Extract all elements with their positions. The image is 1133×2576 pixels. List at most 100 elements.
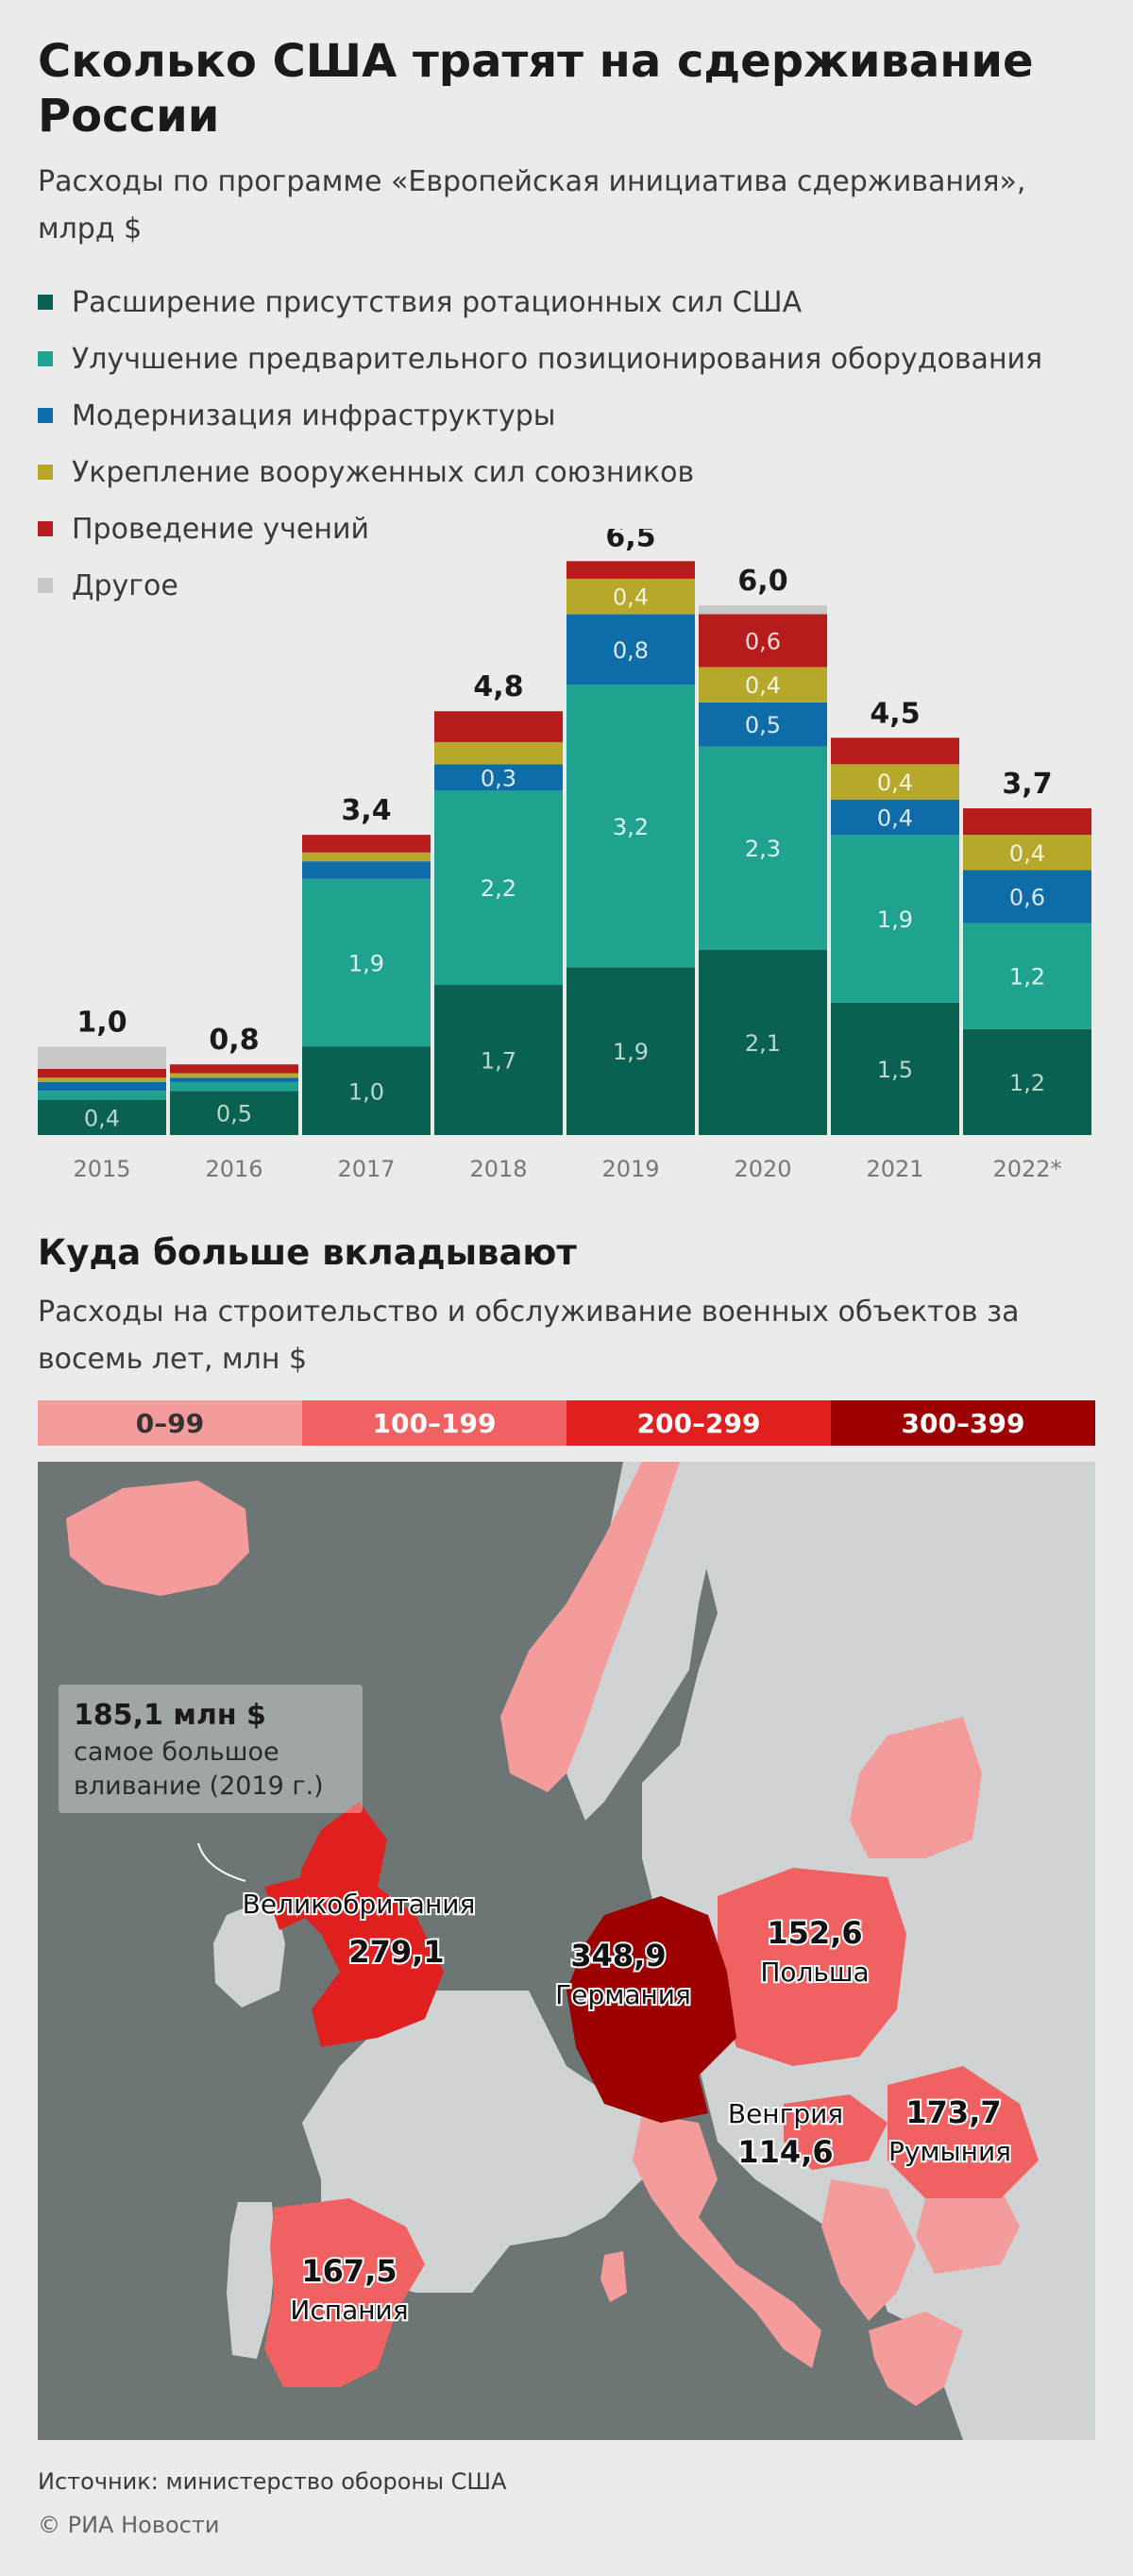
country-name-poland: Польша	[760, 1957, 869, 1988]
legend-item-other: Другое	[38, 557, 1095, 614]
legend-label: Укрепление вооруженных сил союзников	[72, 455, 695, 489]
country-bulgaria	[916, 2189, 1020, 2274]
bar-segment	[963, 923, 1091, 1029]
segment-value-label: 0,8	[613, 637, 649, 664]
bar-segment	[434, 764, 563, 791]
bar-segment	[963, 1028, 1091, 1135]
segment-value-label: 1,9	[877, 907, 913, 933]
bar-segment	[831, 764, 959, 800]
bar-segment	[170, 1073, 298, 1078]
bar-segment	[170, 1077, 298, 1082]
legend-label: Другое	[72, 568, 178, 602]
country-uk	[293, 1802, 444, 2047]
country-value-germany: 348,9	[570, 1938, 666, 1974]
bar-segment	[699, 702, 827, 747]
bar-total-label: 1,0	[76, 1007, 127, 1040]
legend-item-prepositioning: Улучшение предварительного позиционирова…	[38, 330, 1095, 387]
segment-value-label: 0,4	[84, 1105, 120, 1131]
country-balkans	[821, 2179, 916, 2321]
section-title: Куда больше вкладывают	[38, 1232, 577, 1273]
segment-value-label: 3,2	[613, 814, 649, 840]
segment-value-label: 1,7	[481, 1048, 516, 1075]
country-name-germany: Германия	[555, 1979, 691, 2010]
bar-segment	[699, 605, 827, 615]
segment-value-label: 2,1	[745, 1030, 781, 1057]
bar-total-label: 3,4	[341, 794, 391, 827]
color-scale: 0–99 100–199 200–299 300–399	[38, 1400, 1095, 1446]
segment-value-label: 0,4	[1009, 840, 1045, 867]
segment-value-label: 0,4	[877, 805, 913, 831]
country-germany	[566, 1896, 736, 2123]
bar-total-label: 6,0	[737, 565, 787, 598]
country-italy	[633, 2113, 821, 2368]
legend-item-infrastructure: Модернизация инфраструктуры	[38, 387, 1095, 444]
scale-bin-2: 100–199	[302, 1400, 566, 1446]
segment-value-label: 1,2	[1009, 1070, 1045, 1096]
country-value-romania: 173,7	[905, 2094, 1001, 2130]
country-spain	[264, 2198, 425, 2387]
bar-segment	[302, 1046, 431, 1135]
bar-total-label: 0,8	[209, 1024, 259, 1057]
source-note: Источник: министерство обороны США	[38, 2468, 507, 2495]
segment-value-label: 0,5	[216, 1101, 252, 1127]
legend-label: Улучшение предварительного позиционирова…	[72, 342, 1043, 376]
segment-value-label: 0,4	[745, 672, 781, 699]
bar-segment	[699, 614, 827, 668]
bar-segment	[302, 835, 431, 853]
bar-segment	[566, 561, 695, 579]
country-value-hungary: 114,6	[737, 2134, 833, 2170]
segment-value-label: 0,4	[613, 585, 649, 611]
bar-segment	[699, 746, 827, 950]
country-value-poland: 152,6	[767, 1915, 862, 1951]
x-tick-label: 2017	[337, 1156, 395, 1182]
country-name-romania: Румыния	[888, 2136, 1011, 2167]
callout-pointer	[197, 1842, 246, 1882]
bar-segment	[170, 1064, 298, 1074]
legend-swatch	[38, 351, 53, 366]
country-greece	[869, 2312, 963, 2406]
legend-item-rotation: Расширение присутствия ротационных сил С…	[38, 274, 1095, 330]
legend-item-allies: Укрепление вооруженных сил союзников	[38, 444, 1095, 500]
bar-segment	[38, 1091, 166, 1100]
bar-segment	[831, 799, 959, 836]
segment-value-label: 1,0	[348, 1078, 384, 1105]
bar-segment	[963, 870, 1091, 924]
land-western-europe	[302, 1991, 661, 2293]
segment-value-label: 0,3	[481, 765, 516, 791]
segment-value-label: 0,5	[745, 712, 781, 738]
callout-text-line-2: вливание (2019 г.)	[74, 1771, 324, 1801]
segment-value-label: 0,6	[1009, 885, 1045, 911]
country-sardinia	[600, 2251, 627, 2302]
segment-value-label: 1,2	[1009, 964, 1045, 991]
bar-segment	[38, 1077, 166, 1082]
bar-segment	[434, 741, 563, 765]
legend-swatch	[38, 465, 53, 480]
callout-box	[59, 1685, 363, 1813]
country-value-spain: 167,5	[301, 2253, 397, 2289]
legend-swatch	[38, 295, 53, 310]
legend-label: Расширение присутствия ротационных сил С…	[72, 285, 803, 319]
bar-segment	[434, 790, 563, 986]
legend-swatch	[38, 578, 53, 593]
bar-segment	[566, 578, 695, 615]
callout-text: самое большое вливание (2019 г.)	[74, 1737, 324, 1801]
x-tick-label: 2019	[601, 1156, 659, 1182]
chart-subtitle: Расходы по программе «Европейская инициа…	[38, 165, 1026, 246]
legend-swatch	[38, 521, 53, 536]
bar-segment	[38, 1099, 166, 1135]
segment-value-label: 1,9	[613, 1039, 649, 1065]
bar-segment	[831, 1002, 959, 1135]
segment-value-label: 0,4	[877, 770, 913, 796]
bar-segment	[963, 835, 1091, 871]
bar-segment	[566, 967, 695, 1135]
segment-value-label: 1,9	[348, 951, 384, 977]
country-hungary	[784, 2094, 888, 2170]
bar-segment	[831, 835, 959, 1003]
scale-bin-4: 300–399	[831, 1400, 1095, 1446]
bar-total-label: 3,7	[1002, 768, 1052, 801]
legend-item-exercises: Проведение учений	[38, 500, 1095, 557]
country-value-uk: 279,1	[348, 1934, 444, 1970]
bar-segment	[699, 949, 827, 1135]
bar-segment	[302, 878, 431, 1047]
scale-bin-3: 200–299	[566, 1400, 831, 1446]
